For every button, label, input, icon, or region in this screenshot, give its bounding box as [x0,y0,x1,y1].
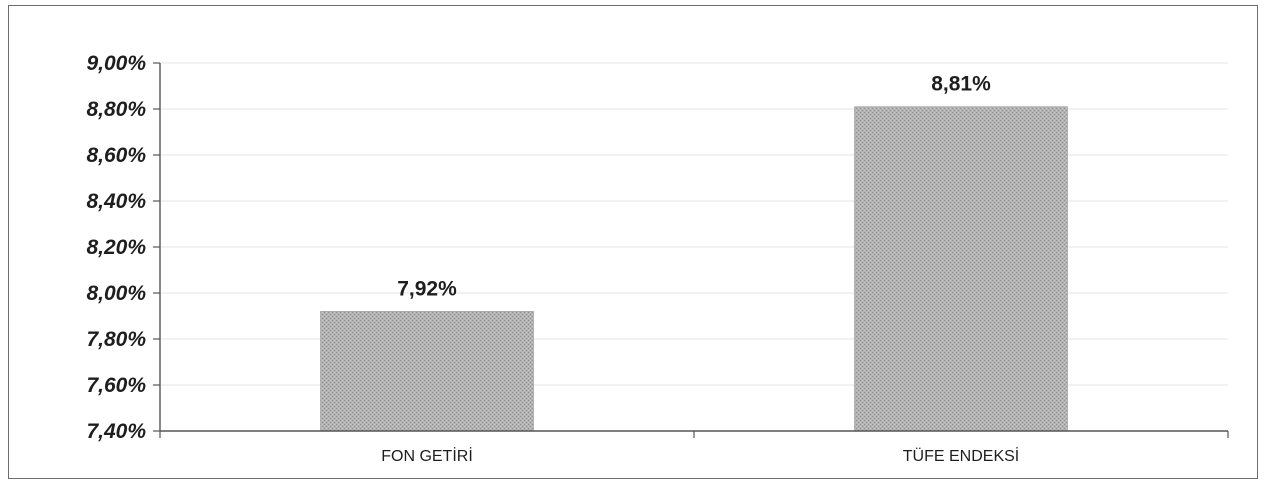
y-tick-label: 7,80% [86,328,146,351]
data-label: 7,92% [397,277,457,300]
bars [320,106,1068,432]
y-tick-label: 8,40% [86,190,146,213]
x-category-label: TÜFE ENDEKSİ [903,446,1019,465]
bar-1 [320,311,534,432]
y-tick-label: 7,60% [86,374,146,397]
data-label: 8,81% [931,73,991,96]
y-tick-label: 8,00% [86,282,146,305]
bar-2 [854,106,1068,432]
y-tick-label: 7,40% [86,420,146,443]
x-category-label: FON GETİRİ [381,446,473,465]
y-axis-ticks: 7,40% 7,60% 7,80% 8,00% 8,20% 8,40% 8,60% 8,80%… [86,52,160,443]
y-tick-label: 9,00% [86,52,146,75]
y-tick-label: 8,60% [86,144,146,167]
y-tick-label: 8,20% [86,236,146,259]
x-axis-categories: FON GETİRİ TÜFE ENDEKSİ [381,446,1019,465]
y-tick-label: 8,80% [86,98,146,121]
data-labels: 7,92% 8,81% [397,73,991,301]
